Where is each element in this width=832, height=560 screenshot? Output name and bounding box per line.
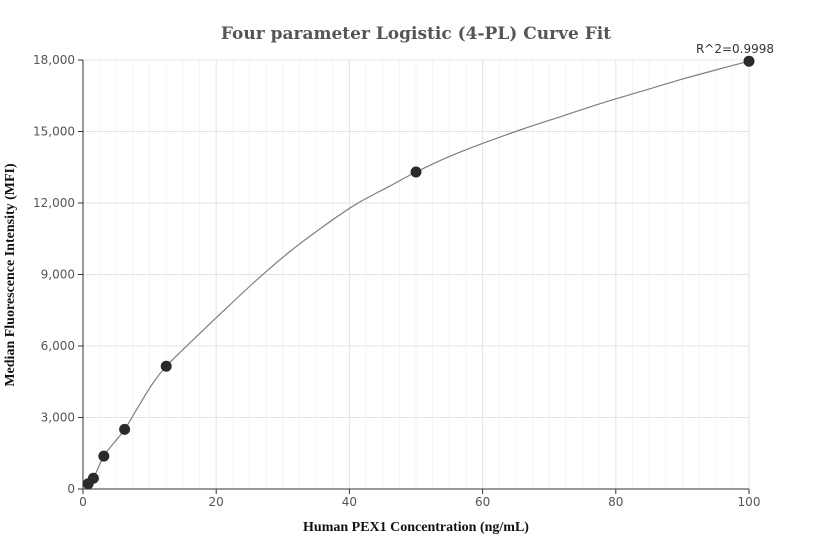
data-point (119, 423, 131, 435)
y-tick-label: 0 (67, 482, 75, 496)
axes (78, 59, 750, 494)
x-tick-label: 40 (342, 495, 357, 509)
y-tick-label: 3,000 (41, 411, 75, 425)
data-point (87, 472, 99, 484)
data-point (743, 55, 755, 67)
fit-curve-line (87, 60, 750, 485)
data-point (160, 360, 172, 372)
y-tick-label: 15,000 (33, 125, 75, 139)
r-squared-annotation: R^2=0.9998 (696, 42, 774, 56)
y-axis-title: Median Fluorescence Intensity (MFI) (3, 163, 18, 387)
y-tick-label: 9,000 (41, 268, 75, 282)
x-axis-title: Human PEX1 Concentration (ng/mL) (303, 520, 529, 535)
data-point (98, 450, 110, 462)
data-points (82, 55, 755, 490)
x-tick-label: 20 (209, 495, 224, 509)
x-tick-label: 100 (738, 495, 761, 509)
chart-title: Four parameter Logistic (4-PL) Curve Fit (221, 24, 611, 44)
data-point (410, 166, 422, 178)
x-tick-label: 0 (79, 495, 87, 509)
tick-labels: 0 20 40 60 80 100 0 3,000 6,000 9,000 12,000 15,000… (33, 53, 760, 509)
grid (83, 59, 750, 489)
x-tick-label: 80 (608, 495, 623, 509)
y-tick-label: 12,000 (33, 196, 75, 210)
x-tick-label: 60 (475, 495, 490, 509)
y-tick-label: 18,000 (33, 53, 75, 67)
y-tick-label: 6,000 (41, 339, 75, 353)
